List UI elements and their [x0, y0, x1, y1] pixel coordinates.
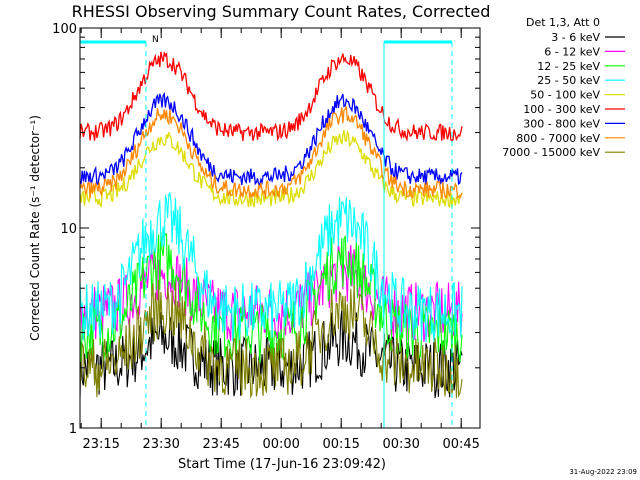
legend-header: Det 1,3, Att 0	[526, 16, 600, 29]
x-axis-label: Start Time (17-Jun-16 23:09:42)	[178, 457, 386, 472]
series-line-100-300	[79, 50, 463, 142]
y-tick-label: 10	[60, 222, 77, 237]
observing-bar-label-1: N	[152, 35, 159, 45]
series-line-800-7000	[79, 106, 463, 200]
legend-label-300-800: 300 - 800 keV	[523, 117, 600, 130]
series-line-25-50	[79, 191, 463, 343]
legend-label-25-50: 25 - 50 keV	[537, 74, 600, 87]
x-tick-label: 00:45	[442, 437, 479, 452]
legend-label-50-100: 50 - 100 keV	[530, 89, 600, 102]
legend-label-800-7000: 800 - 7000 keV	[516, 132, 600, 145]
y-tick-label: 1	[69, 422, 77, 437]
series-line-300-800	[79, 91, 463, 186]
series-curves	[79, 50, 463, 399]
x-tick-label: 00:15	[322, 437, 359, 452]
legend-label-7000-15000: 7000 - 15000 keV	[502, 146, 600, 159]
x-tick-label: 23:45	[202, 437, 239, 452]
legend-label-100-300: 100 - 300 keV	[523, 103, 600, 116]
axes: 1 10 100 23:15 23:30 23:45 00:00 00:15 00:30 00:4…	[52, 22, 481, 452]
x-tick-label: 00:30	[382, 437, 419, 452]
series-line-50-100	[79, 129, 463, 209]
series-line-7000-15000	[79, 279, 463, 399]
chart-title: RHESSI Observing Summary Count Rates, Co…	[72, 2, 491, 21]
legend-label-3-6: 3 - 6 keV	[551, 31, 600, 44]
y-tick-label: 100	[52, 22, 77, 37]
observing-markers: N	[80, 35, 453, 428]
legend-label-12-25: 12 - 25 keV	[537, 60, 600, 73]
x-tick-label: 23:15	[82, 437, 119, 452]
series-line-3-6	[79, 309, 463, 399]
legend-label-6-12: 6 - 12 keV	[544, 45, 600, 58]
x-tick-label: 00:00	[262, 437, 299, 452]
y-axis-label: Corrected Count Rate (s⁻¹ detector⁻¹)	[28, 115, 42, 341]
footer-timestamp: 31-Aug-2022 23:09	[569, 468, 637, 476]
x-tick-label: 23:30	[142, 437, 179, 452]
